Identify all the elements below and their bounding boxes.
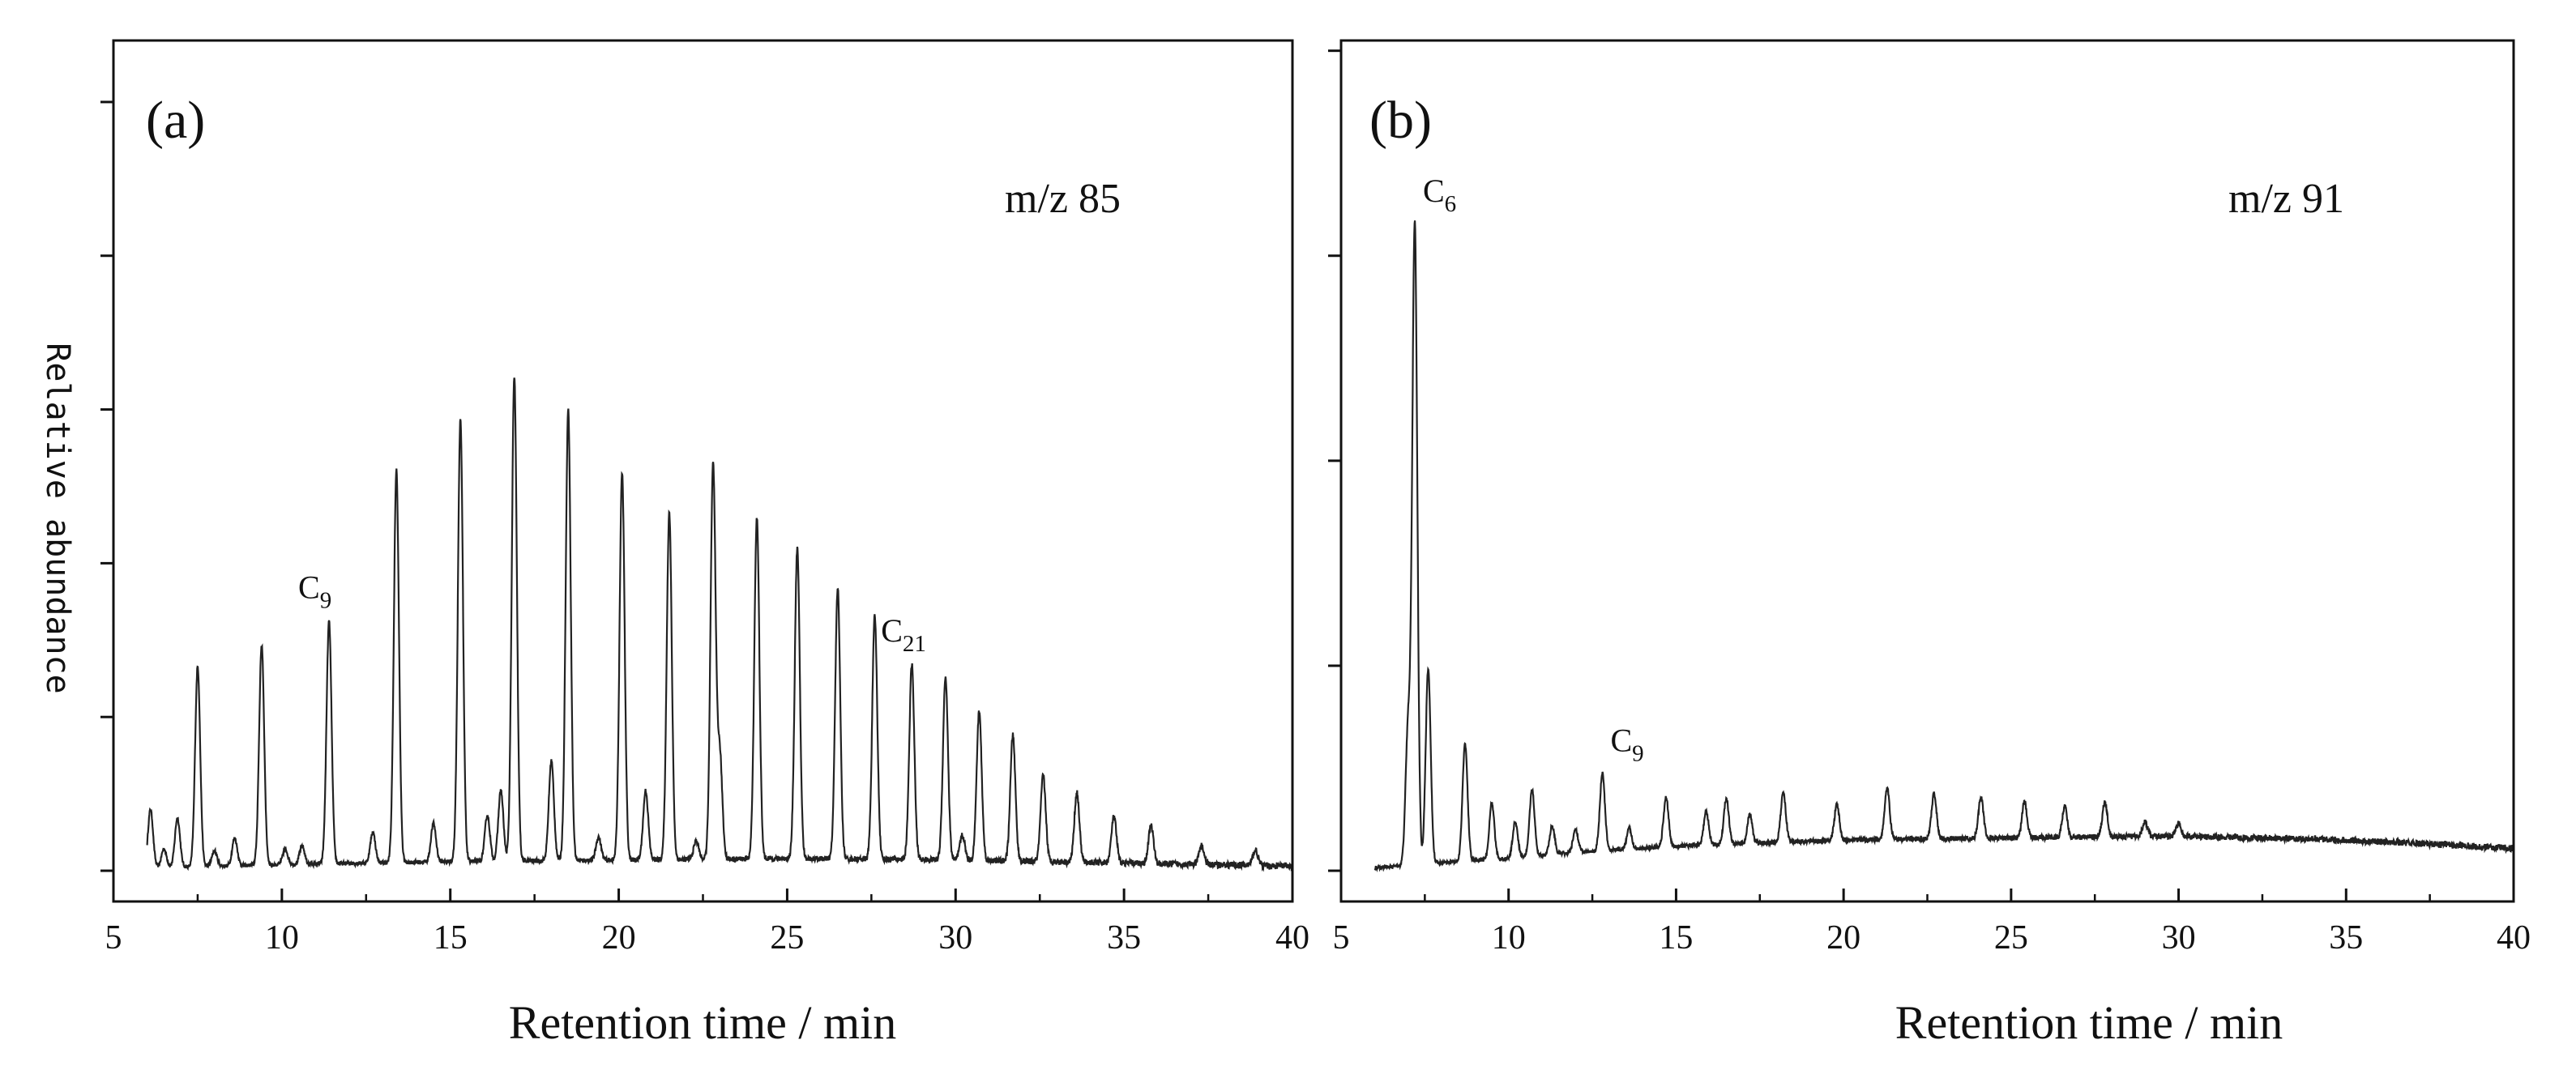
- panel-b-x-tick-label-30: 30: [2162, 919, 2196, 957]
- panel-a-peak-annotation-0: C9: [298, 569, 331, 613]
- panel-a-x-tick-label-35: 35: [1107, 919, 1141, 957]
- panel-a-peak-annotation-1: C21: [881, 612, 926, 657]
- panel-a-chromatogram-trace: [146, 377, 1293, 872]
- panel-b-chromatogram-trace: [1373, 220, 2515, 873]
- annotation-letter: C: [1610, 722, 1632, 758]
- panel-a-x-tick-label-10: 10: [265, 919, 299, 957]
- annotation-letter: C: [881, 612, 903, 649]
- panel-b-x-tick-label-15: 15: [1659, 919, 1693, 957]
- panel-a-x-tick-label-15: 15: [434, 919, 468, 957]
- panel-b-x-tick-label-40: 40: [2497, 919, 2531, 957]
- panel-b-label: (b): [1369, 91, 1432, 150]
- annotation-letter: C: [298, 569, 320, 605]
- panel-a-x-axis: 5 10 15 20 25 30 35 40: [105, 889, 1309, 957]
- y-axis-title: Relative abundance: [39, 343, 76, 693]
- panel-b-mz-label: m/z 91: [2228, 176, 2344, 222]
- panel-b-x-axis-title: Retention time / min: [1895, 996, 2283, 1049]
- annotation-subscript: 9: [320, 587, 332, 613]
- panel-a-mz-label: m/z 85: [1005, 176, 1121, 222]
- annotation-subscript: 9: [1632, 740, 1644, 766]
- panel-b-y-axis: [1328, 49, 1341, 872]
- panel-a-x-tick-label-40: 40: [1275, 919, 1309, 957]
- panel-b-x-tick-label-10: 10: [1492, 919, 1526, 957]
- panel-a-frame: [112, 39, 1294, 903]
- panel-b-peak-annotation-1: C9: [1610, 722, 1643, 766]
- panel-b-x-tick-label-5: 5: [1333, 919, 1350, 957]
- panel-a-x-axis-title: Retention time / min: [509, 996, 896, 1049]
- panel-a-x-tick-label-5: 5: [105, 919, 122, 957]
- panel-b-x-tick-label-35: 35: [2329, 919, 2363, 957]
- annotation-letter: C: [1423, 173, 1445, 209]
- panel-a-y-axis: [100, 100, 113, 872]
- panel-b-frame: [1339, 39, 2515, 903]
- panel-a-x-tick-label-25: 25: [770, 919, 804, 957]
- panel-b-x-tick-label-20: 20: [1826, 919, 1860, 957]
- panel-b-x-tick-label-25: 25: [1994, 919, 2028, 957]
- panel-b-peak-annotation-0: C6: [1423, 173, 1456, 217]
- annotation-subscript: 6: [1445, 191, 1457, 217]
- panel-a-x-tick-label-30: 30: [938, 919, 972, 957]
- annotation-subscript: 21: [903, 631, 926, 657]
- panel-a-label: (a): [146, 91, 205, 150]
- panel-a-x-tick-label-20: 20: [602, 919, 636, 957]
- panel-b-x-axis: 5 10 15 20 25 30 35 40: [1333, 889, 2531, 957]
